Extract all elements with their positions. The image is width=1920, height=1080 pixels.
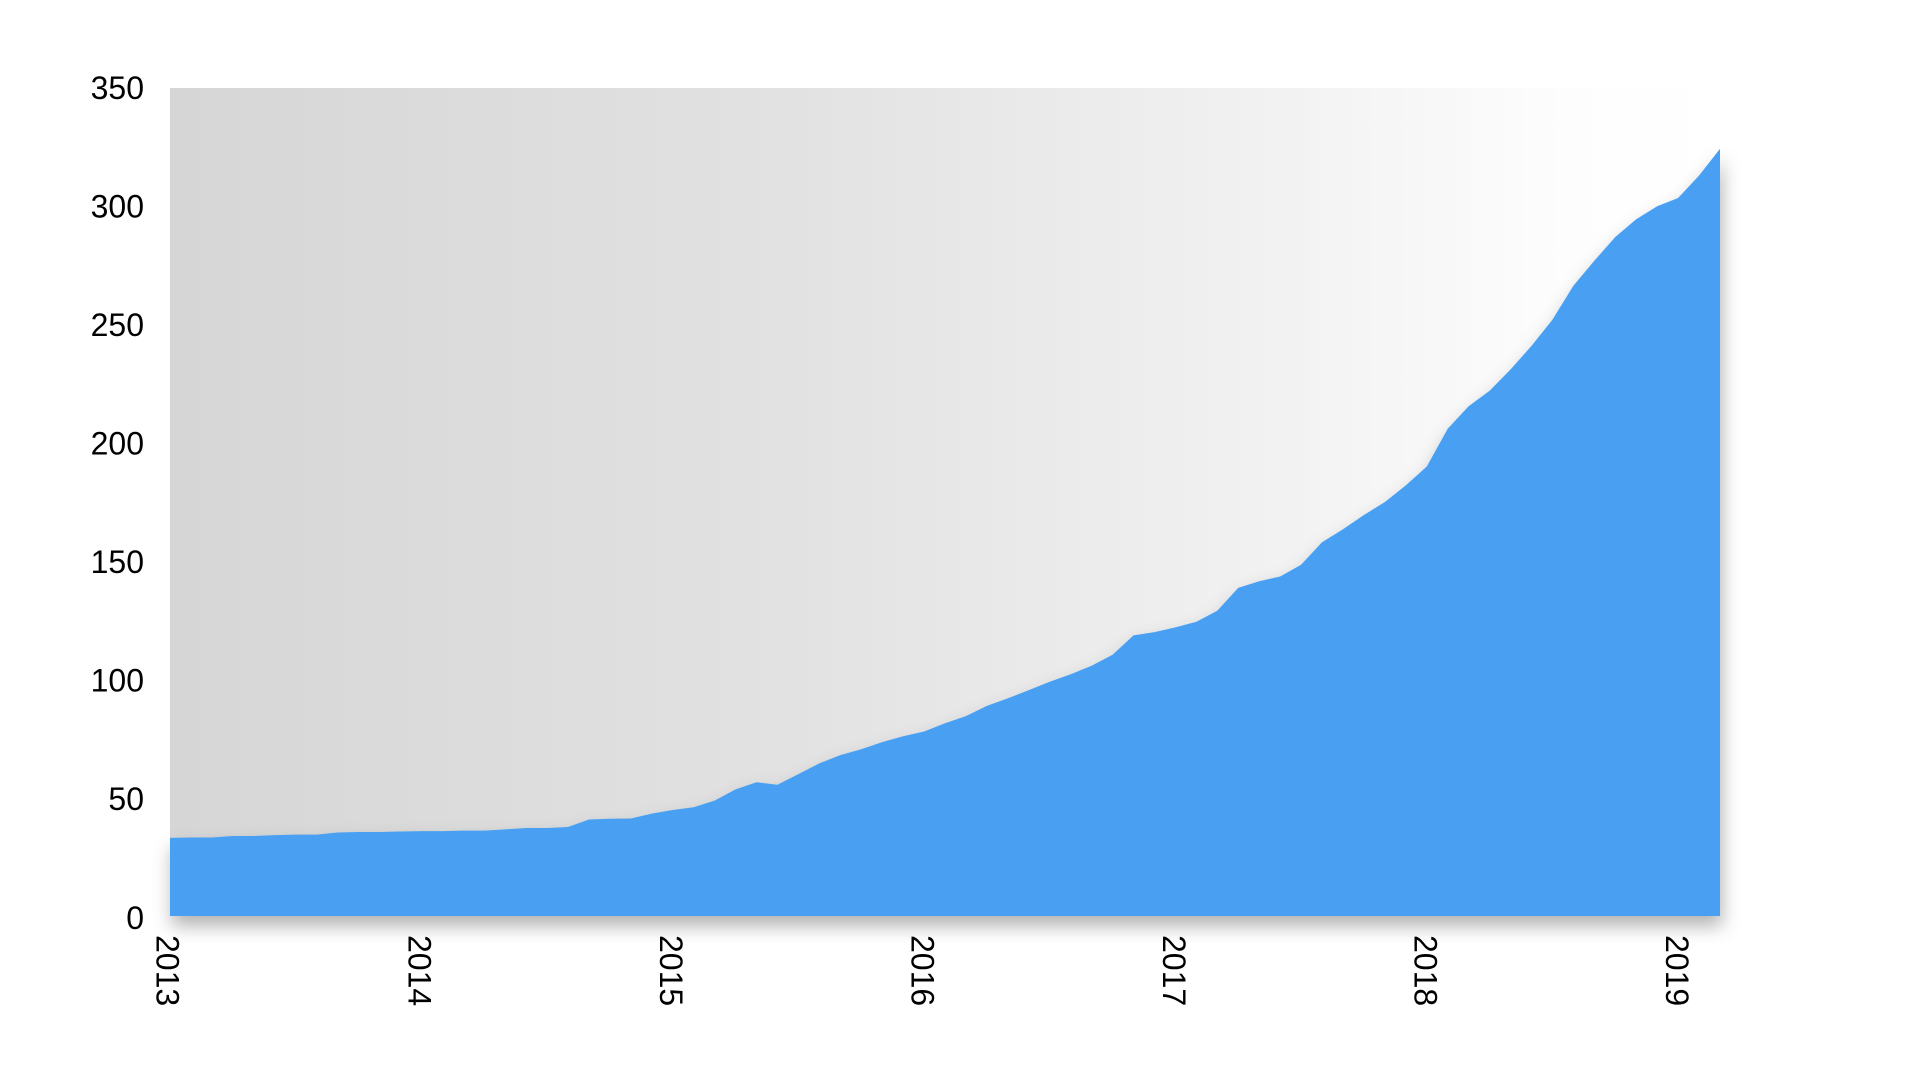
svg-text:50: 50 [108,781,144,817]
svg-text:2015: 2015 [653,935,689,1006]
svg-text:0: 0 [126,900,144,936]
svg-text:2018: 2018 [1408,935,1444,1006]
svg-text:2019: 2019 [1659,935,1695,1006]
svg-text:2017: 2017 [1156,935,1192,1006]
svg-text:300: 300 [91,188,144,224]
svg-text:200: 200 [91,426,144,462]
svg-text:150: 150 [91,544,144,580]
svg-text:350: 350 [91,70,144,106]
svg-text:2014: 2014 [401,935,437,1006]
svg-text:100: 100 [91,663,144,699]
svg-text:2013: 2013 [150,935,186,1006]
svg-text:250: 250 [91,307,144,343]
svg-text:2016: 2016 [904,935,940,1006]
